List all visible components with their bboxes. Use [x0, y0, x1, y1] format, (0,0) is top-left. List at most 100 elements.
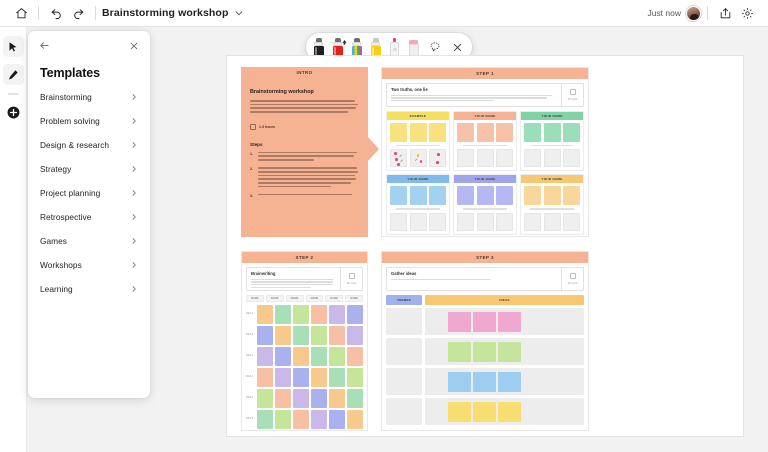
- document-title[interactable]: Brainstorming workshop: [102, 7, 229, 19]
- sidebar-item-retrospective[interactable]: Retrospective: [39, 205, 139, 229]
- sidebar-item-workshops[interactable]: Workshops: [39, 253, 139, 277]
- board-canvas[interactable]: INTRO Brainstorming workshop 1.5 hours S…: [226, 55, 744, 437]
- sticky-note[interactable]: [347, 409, 363, 429]
- step1-cell[interactable]: YOUR NAME: [520, 111, 584, 172]
- share-icon[interactable]: [714, 2, 736, 24]
- sticky-note[interactable]: [448, 311, 471, 332]
- sticky-note[interactable]: [448, 371, 471, 392]
- close-toolbar-icon[interactable]: [450, 38, 465, 57]
- sticky-note[interactable]: [498, 311, 521, 332]
- card-step3[interactable]: STEP 3 Gather ideas 20 mins THEMES IDEAS: [381, 251, 589, 431]
- back-arrow-icon[interactable]: [39, 38, 50, 56]
- sticky-note[interactable]: [329, 367, 345, 387]
- vote-slot[interactable]: [429, 149, 446, 168]
- ideas-cell[interactable]: [425, 308, 584, 335]
- card-step2[interactable]: STEP 2 Brainwriting 40 mins NAME NAME NA…: [241, 251, 368, 431]
- step1-cell[interactable]: YOUR NAME: [453, 174, 517, 235]
- vote-slot[interactable]: ✔: [409, 149, 427, 168]
- pen-tool[interactable]: [2, 64, 24, 85]
- lasso-select-icon[interactable]: [427, 38, 442, 57]
- sticky-note[interactable]: [311, 409, 327, 429]
- sticky-note[interactable]: [347, 367, 363, 387]
- avatar[interactable]: [686, 5, 701, 21]
- sticky-note[interactable]: [257, 388, 273, 408]
- sticky-note[interactable]: [293, 325, 309, 345]
- sticky-note[interactable]: [293, 367, 309, 387]
- ideas-cell[interactable]: [425, 368, 584, 395]
- sticky-note[interactable]: [275, 409, 291, 429]
- sticky-note[interactable]: [347, 388, 363, 408]
- sidebar-item-design-research[interactable]: Design & research: [39, 133, 139, 157]
- sticky-note[interactable]: [275, 388, 291, 408]
- sticky-note[interactable]: [293, 346, 309, 366]
- theme-cell[interactable]: [386, 308, 422, 335]
- sticky-note[interactable]: [257, 367, 273, 387]
- gear-icon[interactable]: [736, 2, 758, 24]
- sticky-note[interactable]: [498, 401, 521, 422]
- sticky-note[interactable]: [329, 388, 345, 408]
- sticky-note[interactable]: [311, 388, 327, 408]
- step1-cell[interactable]: YOUR NAME: [520, 174, 584, 235]
- sticky-note[interactable]: [329, 409, 345, 429]
- pen-rainbow[interactable]: [351, 37, 362, 57]
- sticky-note[interactable]: [311, 367, 327, 387]
- sidebar-item-learning[interactable]: Learning: [39, 277, 139, 301]
- sticky-note[interactable]: [329, 325, 345, 345]
- sticky-note[interactable]: [473, 311, 496, 332]
- sidebar-item-strategy[interactable]: Strategy: [39, 157, 139, 181]
- theme-cell[interactable]: [386, 398, 422, 425]
- step1-cell[interactable]: YOUR NAME: [453, 111, 517, 172]
- add-tool[interactable]: [3, 102, 24, 123]
- sticky-note[interactable]: [347, 304, 363, 324]
- pen-black[interactable]: [313, 37, 324, 57]
- sticky-note[interactable]: [448, 341, 471, 362]
- sticky-note[interactable]: [275, 304, 291, 324]
- sticky-note[interactable]: [329, 346, 345, 366]
- ideas-cell[interactable]: [425, 398, 584, 425]
- sticky-note[interactable]: [498, 371, 521, 392]
- sticky-note[interactable]: [257, 346, 273, 366]
- theme-cell[interactable]: [386, 338, 422, 365]
- theme-cell[interactable]: [386, 368, 422, 395]
- card-step1[interactable]: STEP 1 Two truths, one lie 15 mins EX: [381, 67, 589, 237]
- sidebar-item-games[interactable]: Games: [39, 229, 139, 253]
- sticky-note[interactable]: [329, 304, 345, 324]
- sticky-note[interactable]: [347, 325, 363, 345]
- sticky-note[interactable]: [473, 341, 496, 362]
- vote-slot[interactable]: ✔ ✔: [390, 149, 407, 168]
- chevron-down-icon[interactable]: [234, 8, 244, 18]
- undo-icon[interactable]: [45, 2, 67, 24]
- sticky-note[interactable]: [448, 401, 471, 422]
- sticky-note[interactable]: [311, 325, 327, 345]
- sticky-note[interactable]: [275, 325, 291, 345]
- sticky-note[interactable]: [257, 409, 273, 429]
- card-intro[interactable]: INTRO Brainstorming workshop 1.5 hours S…: [241, 67, 368, 237]
- sticky-note[interactable]: [275, 346, 291, 366]
- sticky-note[interactable]: [498, 341, 521, 362]
- sticky-note[interactable]: [311, 304, 327, 324]
- spray-can[interactable]: [389, 37, 400, 57]
- sidebar-item-project-planning[interactable]: Project planning: [39, 181, 139, 205]
- sticky-note[interactable]: [473, 401, 496, 422]
- sticky-note[interactable]: [257, 304, 273, 324]
- sticky-note[interactable]: [293, 304, 309, 324]
- step1-cell[interactable]: YOUR NAME: [386, 174, 450, 235]
- sticky-note[interactable]: [293, 388, 309, 408]
- ideas-cell[interactable]: [425, 338, 584, 365]
- sticky-note[interactable]: [275, 367, 291, 387]
- select-tool[interactable]: [2, 36, 24, 57]
- sticky-note[interactable]: [311, 346, 327, 366]
- highlighter-yellow[interactable]: [370, 37, 381, 57]
- sticky-note[interactable]: [473, 371, 496, 392]
- sticky-note[interactable]: [347, 346, 363, 366]
- sticky-note[interactable]: [257, 325, 273, 345]
- sidebar-item-brainstorming[interactable]: Brainstorming: [39, 85, 139, 109]
- redo-icon[interactable]: [67, 2, 89, 24]
- pen-red[interactable]: [332, 37, 347, 57]
- sticky-note[interactable]: [293, 409, 309, 429]
- close-icon[interactable]: [129, 38, 139, 56]
- eraser[interactable]: [408, 38, 419, 57]
- home-icon[interactable]: [10, 2, 32, 24]
- step1-cell[interactable]: EXAMPLE ✔: [386, 111, 450, 172]
- sidebar-item-problem-solving[interactable]: Problem solving: [39, 109, 139, 133]
